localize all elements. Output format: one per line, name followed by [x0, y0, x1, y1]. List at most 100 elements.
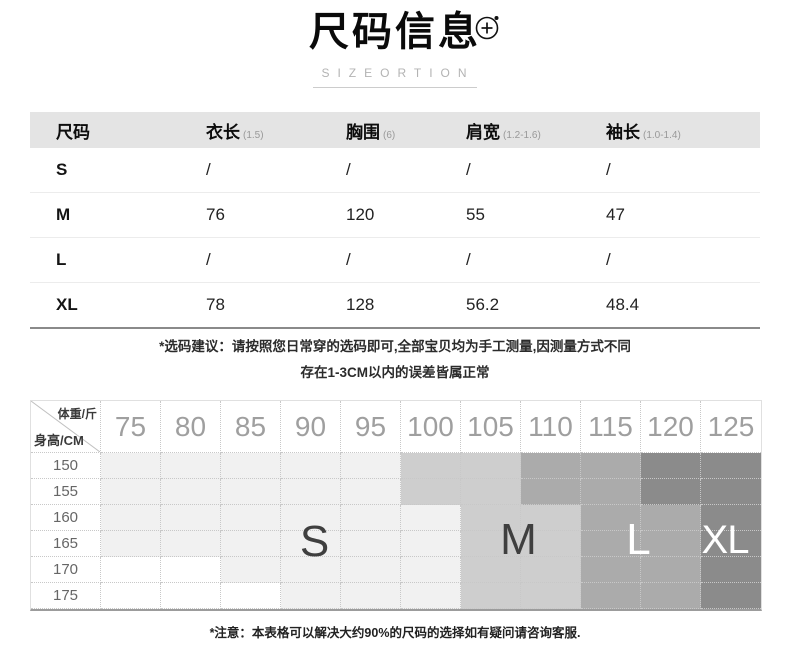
fit-cell-s: [281, 557, 341, 583]
size-label: L: [56, 250, 67, 269]
fit-cell-m: [401, 479, 461, 505]
fit-cell-xl: [701, 531, 761, 557]
size-table-body: S / / / / M 76 120 55 47 L / / / / XL 78 128 56.2 48.4: [30, 148, 760, 329]
fit-cell-xl: [641, 453, 701, 479]
weight-column-header: 95: [341, 401, 401, 453]
column-label: 袖长: [606, 122, 640, 142]
fit-cell-m: [461, 479, 521, 505]
fit-cell-s: [401, 505, 461, 531]
fit-cell-m: [401, 453, 461, 479]
size-value: /: [606, 160, 611, 179]
fit-cell-xl: [701, 583, 761, 609]
advice-line-1: *选码建议：请按照您日常穿的选码即可,全部宝贝均为手工测量,因测量方式不同: [159, 339, 631, 354]
fit-cell-s: [341, 505, 401, 531]
height-row-label: 160: [31, 505, 101, 531]
fit-cell-s: [221, 505, 281, 531]
fit-cell-m: [461, 505, 521, 531]
height-row-label: 150: [31, 453, 101, 479]
fit-cell-l: [581, 583, 641, 609]
size-table-header-cell: 尺码: [30, 118, 180, 143]
fit-cell-xl: [701, 557, 761, 583]
column-note: (6): [383, 129, 396, 141]
size-table-header: 尺码 衣长 (1.5) 胸围 (6) 肩宽 (1.2-1.6) 袖长 (1.0-1.4): [30, 112, 760, 148]
weight-column-header: 115: [581, 401, 641, 453]
fit-cell-s: [281, 479, 341, 505]
size-label: M: [56, 205, 71, 224]
column-note: (1.0-1.4): [643, 129, 681, 141]
height-row-label: 170: [31, 557, 101, 583]
fit-cell-l: [641, 505, 701, 531]
subtitle-block: SIZEORTION: [0, 64, 790, 88]
fit-cell-s: [161, 479, 221, 505]
fit-chart-corner: 体重/斤 身高/CM: [31, 401, 101, 453]
fit-cell-s: [221, 531, 281, 557]
circle-plus-icon: [472, 11, 504, 43]
size-table-row: M 76 120 55 47: [30, 193, 760, 238]
footer-note: *注意：本表格可以解决大约90%的尺码的选择如有疑问请咨询客服.: [209, 626, 581, 640]
fit-cell-s: [101, 531, 161, 557]
size-label: S: [56, 160, 68, 179]
page-title: 尺码信息: [309, 10, 481, 54]
fit-cell-empty: [161, 557, 221, 583]
fit-cell-s: [341, 531, 401, 557]
weight-column-header: 125: [701, 401, 761, 453]
weight-column-header: 90: [281, 401, 341, 453]
size-value: 47: [606, 205, 625, 224]
fit-cell-m: [461, 557, 521, 583]
fit-cell-empty: [221, 583, 281, 609]
column-label: 胸围: [346, 122, 380, 142]
fit-cell-s: [281, 531, 341, 557]
size-value: 48.4: [606, 295, 640, 314]
weight-column-header: 105: [461, 401, 521, 453]
height-row-label: 175: [31, 583, 101, 609]
size-table: 尺码 衣长 (1.5) 胸围 (6) 肩宽 (1.2-1.6) 袖长 (1.0-1.4) S / /…: [30, 112, 760, 329]
page-subtitle: SIZEORTION: [313, 66, 477, 88]
fit-chart-grid: 体重/斤 身高/CM 75 80 85 90 95 100 105 110 115 120 125 150…: [31, 401, 761, 609]
fit-cell-xl: [701, 453, 761, 479]
height-row-label: 155: [31, 479, 101, 505]
fit-cell-l: [641, 557, 701, 583]
fit-cell-s: [221, 479, 281, 505]
size-value: /: [606, 250, 611, 269]
fit-cell-empty: [101, 557, 161, 583]
size-value: 120: [346, 205, 375, 224]
size-value: /: [346, 160, 351, 179]
size-value: /: [466, 160, 471, 179]
fit-cell-s: [281, 583, 341, 609]
column-note: (1.5): [243, 129, 264, 141]
fit-cell-s: [341, 583, 401, 609]
weight-column-header: 110: [521, 401, 581, 453]
fit-cell-l: [521, 453, 581, 479]
weight-column-header: 100: [401, 401, 461, 453]
fit-cell-s: [101, 505, 161, 531]
fit-cell-s: [401, 531, 461, 557]
fit-cell-s: [341, 479, 401, 505]
column-note: (1.2-1.6): [503, 129, 541, 141]
fit-cell-l: [581, 531, 641, 557]
fit-cell-l: [581, 557, 641, 583]
fit-cell-m: [521, 557, 581, 583]
fit-cell-s: [161, 531, 221, 557]
size-value: /: [466, 250, 471, 269]
fit-cell-s: [341, 557, 401, 583]
fit-cell-s: [341, 453, 401, 479]
fit-cell-m: [521, 505, 581, 531]
weight-column-header: 85: [221, 401, 281, 453]
diagonal-line: [31, 401, 100, 452]
fit-cell-s: [161, 505, 221, 531]
fit-cell-m: [461, 531, 521, 557]
fit-cell-l: [521, 479, 581, 505]
fit-cell-m: [521, 583, 581, 609]
fit-cell-s: [281, 453, 341, 479]
fit-cell-xl: [701, 505, 761, 531]
fit-cell-l: [581, 479, 641, 505]
fit-cell-m: [461, 583, 521, 609]
fit-cell-l: [581, 453, 641, 479]
column-label: 肩宽: [466, 122, 500, 142]
size-value: /: [346, 250, 351, 269]
size-value: 78: [206, 295, 225, 314]
size-table-header-cell: 衣长 (1.5): [180, 118, 320, 143]
advice-line-2: 存在1-3CM以内的误差皆属正常: [300, 365, 490, 380]
fit-cell-s: [281, 505, 341, 531]
